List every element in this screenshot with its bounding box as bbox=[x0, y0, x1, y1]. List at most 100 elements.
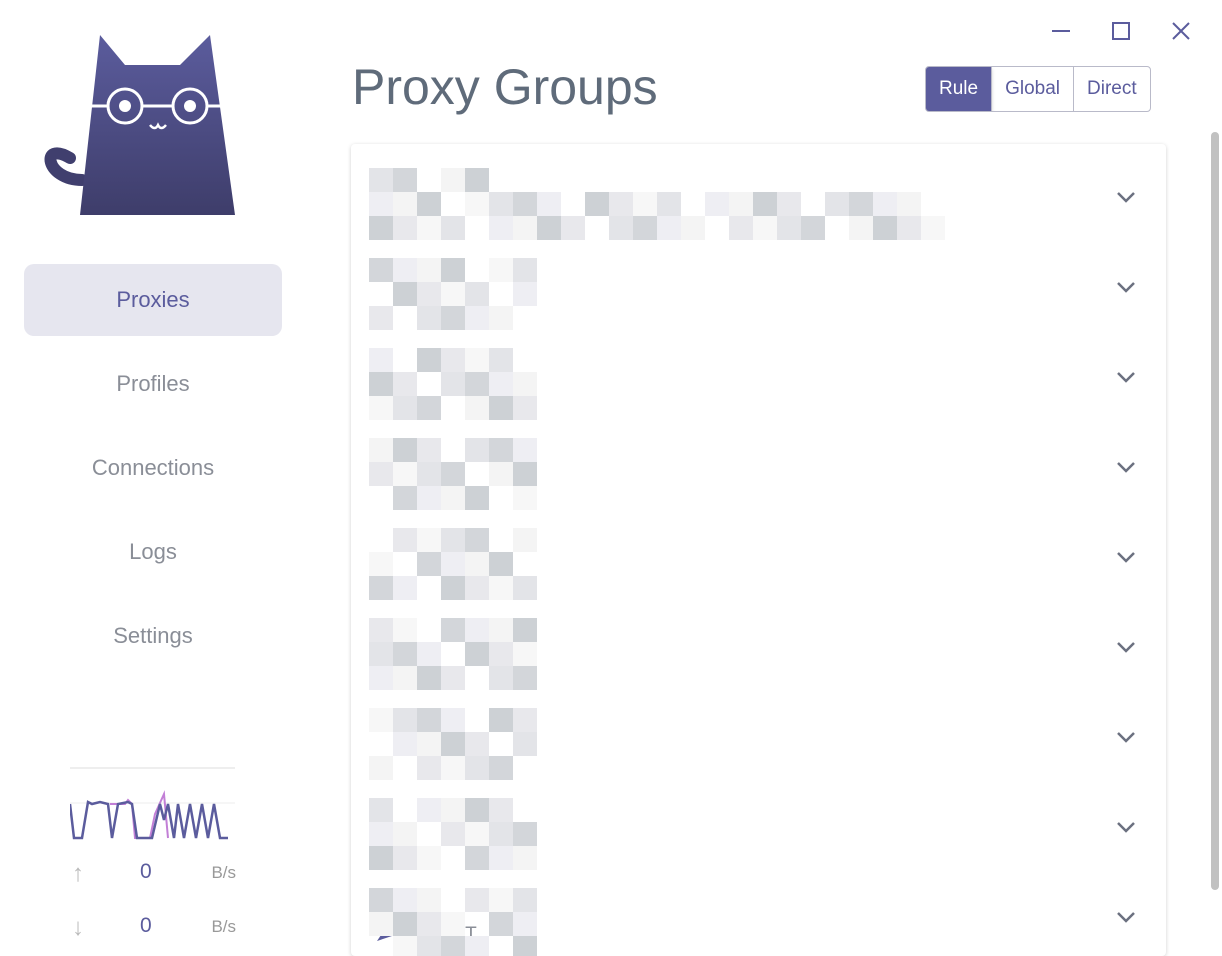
blurred-content bbox=[633, 192, 657, 216]
blurred-content bbox=[369, 708, 393, 732]
mode-rule-button[interactable]: Rule bbox=[926, 67, 992, 111]
blurred-content bbox=[393, 822, 417, 846]
blurred-content bbox=[489, 798, 513, 822]
blurred-content bbox=[777, 192, 801, 216]
blurred-content bbox=[369, 756, 393, 780]
blurred-content bbox=[441, 708, 465, 732]
blurred-content bbox=[513, 258, 537, 282]
blurred-content bbox=[417, 642, 441, 666]
blurred-content bbox=[873, 192, 897, 216]
mode-global-button[interactable]: Global bbox=[991, 67, 1073, 111]
sidebar-item-connections[interactable]: Connections bbox=[91, 455, 215, 480]
chevron-down-icon[interactable] bbox=[1116, 910, 1136, 924]
chevron-down-icon[interactable] bbox=[1116, 730, 1136, 744]
blurred-content bbox=[393, 732, 417, 756]
blurred-content bbox=[465, 528, 489, 552]
blurred-content bbox=[801, 216, 825, 240]
proxy-group-row[interactable] bbox=[351, 336, 1166, 426]
chevron-down-icon[interactable] bbox=[1116, 370, 1136, 384]
mode-direct-button[interactable]: Direct bbox=[1073, 67, 1150, 111]
blurred-content bbox=[609, 216, 633, 240]
blurred-content bbox=[465, 486, 489, 510]
blurred-content bbox=[393, 708, 417, 732]
proxy-group-row[interactable] bbox=[351, 876, 1166, 956]
blurred-content bbox=[417, 756, 441, 780]
proxy-group-row[interactable] bbox=[351, 156, 1166, 246]
blurred-content bbox=[417, 666, 441, 690]
blurred-content bbox=[369, 576, 393, 600]
blurred-content bbox=[489, 552, 513, 576]
blurred-content bbox=[657, 192, 681, 216]
sidebar-item-proxies[interactable]: Proxies bbox=[24, 264, 282, 336]
minimize-button[interactable] bbox=[1046, 16, 1076, 46]
blurred-content bbox=[489, 756, 513, 780]
download-speed: ↓ 0 B/s bbox=[72, 914, 236, 941]
blurred-content bbox=[417, 936, 441, 956]
blurred-content bbox=[465, 798, 489, 822]
blurred-content bbox=[849, 216, 873, 240]
blurred-content bbox=[585, 192, 609, 216]
chevron-down-icon[interactable] bbox=[1116, 640, 1136, 654]
arrow-up-icon: ↑ bbox=[72, 860, 84, 887]
blurred-content bbox=[417, 462, 441, 486]
blurred-content bbox=[441, 552, 465, 576]
blurred-content bbox=[369, 798, 393, 822]
chevron-down-icon[interactable] bbox=[1116, 820, 1136, 834]
proxy-group-row[interactable] bbox=[351, 606, 1166, 696]
blurred-content bbox=[393, 846, 417, 870]
blurred-content bbox=[513, 372, 537, 396]
blurred-content bbox=[465, 576, 489, 600]
sidebar-item-profiles[interactable]: Profiles bbox=[116, 371, 190, 396]
blurred-content bbox=[465, 642, 489, 666]
blurred-content bbox=[393, 192, 417, 216]
chevron-down-icon[interactable] bbox=[1116, 460, 1136, 474]
chevron-down-icon[interactable] bbox=[1116, 190, 1136, 204]
proxy-group-row[interactable] bbox=[351, 426, 1166, 516]
blurred-content bbox=[777, 216, 801, 240]
blurred-content bbox=[369, 372, 393, 396]
blurred-content bbox=[513, 462, 537, 486]
blurred-content bbox=[441, 822, 465, 846]
blurred-content bbox=[729, 192, 753, 216]
blurred-content bbox=[441, 348, 465, 372]
chevron-down-icon[interactable] bbox=[1116, 280, 1136, 294]
sidebar-item-logs[interactable]: Logs bbox=[129, 539, 177, 564]
blurred-content bbox=[369, 192, 393, 216]
blurred-content bbox=[369, 396, 393, 420]
blurred-content bbox=[513, 486, 537, 510]
blurred-content bbox=[369, 306, 393, 330]
blurred-content bbox=[633, 216, 657, 240]
proxy-group-row[interactable] bbox=[351, 516, 1166, 606]
blurred-content bbox=[489, 258, 513, 282]
blurred-content bbox=[489, 462, 513, 486]
blurred-content bbox=[393, 282, 417, 306]
blurred-content bbox=[417, 528, 441, 552]
sidebar-item-settings[interactable]: Settings bbox=[113, 623, 193, 648]
blurred-content bbox=[417, 552, 441, 576]
maximize-button[interactable] bbox=[1106, 16, 1136, 46]
blurred-content bbox=[417, 846, 441, 870]
chevron-down-icon[interactable] bbox=[1116, 550, 1136, 564]
blurred-content bbox=[489, 618, 513, 642]
blurred-content bbox=[489, 846, 513, 870]
blurred-content bbox=[513, 192, 537, 216]
blurred-content bbox=[441, 756, 465, 780]
proxy-group-row[interactable] bbox=[351, 786, 1166, 876]
blurred-content bbox=[393, 888, 417, 912]
blurred-content bbox=[369, 348, 393, 372]
blurred-content bbox=[417, 486, 441, 510]
blurred-content bbox=[513, 642, 537, 666]
blurred-content bbox=[417, 258, 441, 282]
blurred-content bbox=[729, 216, 753, 240]
close-button[interactable] bbox=[1166, 16, 1196, 46]
blurred-content bbox=[465, 618, 489, 642]
blurred-content bbox=[393, 258, 417, 282]
blurred-content bbox=[657, 216, 681, 240]
blurred-content bbox=[489, 372, 513, 396]
blurred-content bbox=[489, 438, 513, 462]
blurred-content bbox=[489, 216, 513, 240]
proxy-group-row[interactable] bbox=[351, 696, 1166, 786]
scrollbar[interactable] bbox=[1211, 132, 1219, 890]
blurred-content bbox=[537, 192, 561, 216]
proxy-group-row[interactable] bbox=[351, 246, 1166, 336]
